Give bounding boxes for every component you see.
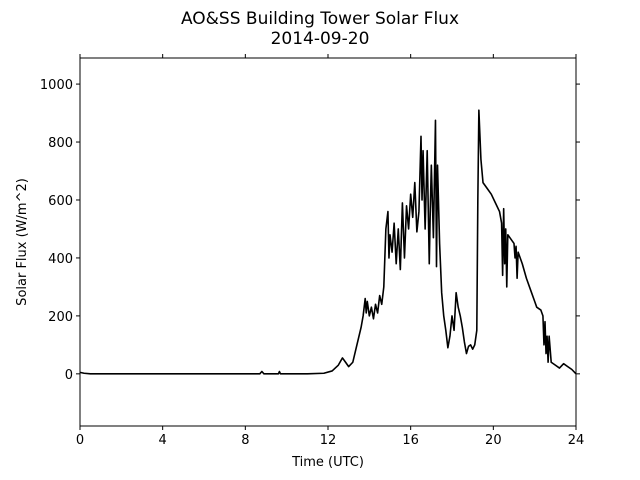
y-tick-label: 1000 bbox=[40, 78, 73, 93]
y-tick-label: 400 bbox=[48, 252, 73, 267]
chart-title: AO&SS Building Tower Solar Flux bbox=[181, 9, 459, 29]
x-axis-label: Time (UTC) bbox=[291, 455, 364, 470]
y-tick-label: 0 bbox=[65, 368, 73, 383]
y-tick-label: 200 bbox=[48, 310, 73, 325]
y-tick-label: 800 bbox=[48, 136, 73, 151]
x-tick-label: 0 bbox=[76, 433, 84, 448]
x-tick-label: 12 bbox=[320, 433, 337, 448]
y-axis-label: Solar Flux (W/m^2) bbox=[15, 178, 30, 306]
x-tick-label: 16 bbox=[402, 433, 419, 448]
x-tick-label: 4 bbox=[159, 433, 167, 448]
chart-subtitle: 2014-09-20 bbox=[271, 29, 370, 49]
x-tick-label: 20 bbox=[485, 433, 502, 448]
plot-frame bbox=[79, 57, 577, 427]
x-tick-label: 24 bbox=[568, 433, 585, 448]
data-line bbox=[79, 109, 577, 375]
y-tick-label: 600 bbox=[48, 194, 73, 209]
x-tick-label: 8 bbox=[241, 433, 249, 448]
